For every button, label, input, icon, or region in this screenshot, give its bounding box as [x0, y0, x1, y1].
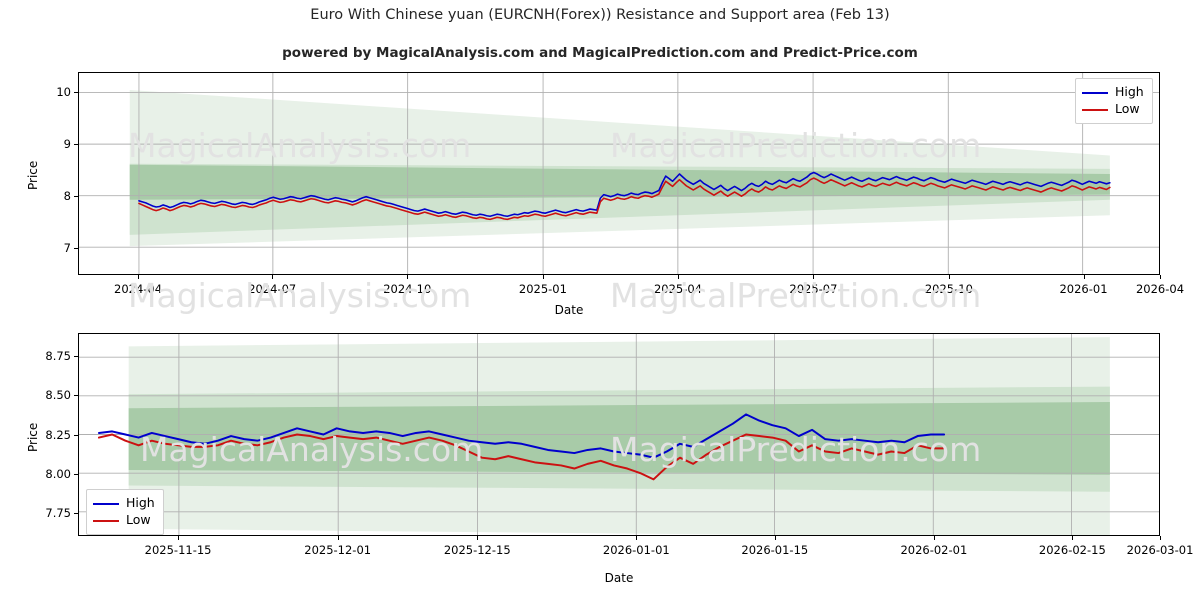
x-tick-label: 2026-04 — [1135, 282, 1185, 296]
y-tick-label: 8 — [63, 188, 71, 203]
x-tick-label: 2024-07 — [248, 282, 297, 296]
x-tick-mark — [477, 536, 479, 540]
x-tick-label: 2025-07 — [789, 282, 838, 296]
legend-swatch-high — [1082, 91, 1108, 94]
x-tick-label: 2026-02-01 — [900, 543, 968, 557]
lower-plot-frame — [78, 333, 1160, 536]
x-tick-mark — [1072, 536, 1074, 540]
y-tick-label: 8.25 — [45, 427, 71, 442]
x-tick-mark — [1160, 275, 1161, 279]
x-tick-label: 2026-03-01 — [1126, 543, 1194, 557]
y-tick-label: 9 — [63, 136, 71, 151]
legend-row-high: High — [1082, 84, 1144, 101]
lower-xaxis-label: Date — [604, 571, 634, 585]
lower-legend: High Low — [86, 489, 164, 535]
x-tick-mark — [1160, 536, 1161, 540]
y-tick-mark — [74, 395, 78, 397]
y-tick-mark — [74, 434, 78, 436]
y-tick-mark — [74, 91, 78, 93]
x-tick-label: 2025-11-15 — [144, 543, 212, 557]
upper-yaxis-label: Price — [26, 160, 40, 190]
legend-label-high: High — [1115, 84, 1144, 100]
x-tick-label: 2026-01-15 — [741, 543, 809, 557]
x-tick-mark — [337, 536, 339, 540]
legend-swatch-low — [1082, 108, 1108, 111]
x-tick-mark — [1083, 275, 1085, 279]
legend-row-high-lower: High — [93, 495, 155, 512]
legend-label-high-lower: High — [126, 495, 155, 511]
legend-swatch-high-lower — [93, 502, 119, 505]
series-line-low — [97, 433, 946, 481]
x-tick-label: 2025-04 — [653, 282, 702, 296]
legend-label-low-lower: Low — [126, 512, 151, 528]
x-tick-label: 2026-01 — [1059, 282, 1108, 296]
x-tick-mark — [677, 275, 679, 279]
x-tick-label: 2025-10 — [924, 282, 973, 296]
y-tick-mark — [74, 473, 78, 475]
x-tick-label: 2026-02-15 — [1038, 543, 1106, 557]
legend-swatch-low-lower — [93, 519, 119, 522]
upper-chart-panel — [78, 72, 1160, 275]
y-tick-mark — [74, 195, 78, 197]
page-title: Euro With Chinese yuan (EURCNH(Forex)) R… — [310, 7, 890, 23]
y-tick-label: 8.50 — [45, 388, 71, 403]
upper-plot-frame — [78, 72, 1160, 275]
x-tick-mark — [813, 275, 815, 279]
series-line-low — [138, 177, 1111, 221]
series-line-high — [97, 413, 946, 459]
x-tick-label: 2025-12-01 — [304, 543, 372, 557]
x-tick-mark — [407, 275, 409, 279]
band-inner-band — [129, 164, 1110, 200]
upper-xaxis-label: Date — [554, 303, 584, 317]
x-tick-mark — [933, 536, 935, 540]
y-tick-label: 10 — [56, 84, 71, 99]
y-tick-mark — [74, 356, 78, 358]
legend-row-low-lower: Low — [93, 512, 155, 529]
lower-chart-panel — [78, 333, 1160, 536]
lower-plot-svg — [79, 334, 1159, 535]
y-tick-label: 8.00 — [45, 466, 71, 481]
legend-row-low: Low — [1082, 101, 1144, 118]
x-tick-label: 2025-01 — [518, 282, 567, 296]
x-tick-label: 2024-10 — [383, 282, 432, 296]
legend-label-low: Low — [1115, 101, 1140, 117]
lower-yaxis-label: Price — [26, 422, 40, 452]
band-inner-band — [128, 402, 1110, 475]
y-tick-label: 7.75 — [45, 505, 71, 520]
x-tick-label: 2026-01-01 — [602, 543, 670, 557]
series-line-high — [138, 171, 1111, 218]
x-tick-mark — [636, 536, 638, 540]
y-tick-mark — [74, 247, 78, 249]
x-tick-mark — [178, 536, 180, 540]
x-tick-mark — [948, 275, 950, 279]
y-tick-label: 8.75 — [45, 349, 71, 364]
page-subtitle: powered by MagicalAnalysis.com and Magic… — [282, 45, 918, 61]
y-tick-mark — [74, 512, 78, 514]
x-tick-mark — [542, 275, 544, 279]
x-tick-mark — [138, 275, 140, 279]
upper-plot-svg — [79, 73, 1159, 274]
x-tick-mark — [774, 536, 776, 540]
x-tick-mark — [272, 275, 274, 279]
y-tick-mark — [74, 143, 78, 145]
upper-legend: High Low — [1075, 78, 1153, 124]
y-tick-label: 7 — [63, 240, 71, 255]
x-tick-label: 2024-04 — [114, 282, 163, 296]
x-tick-label: 2025-12-15 — [443, 543, 511, 557]
